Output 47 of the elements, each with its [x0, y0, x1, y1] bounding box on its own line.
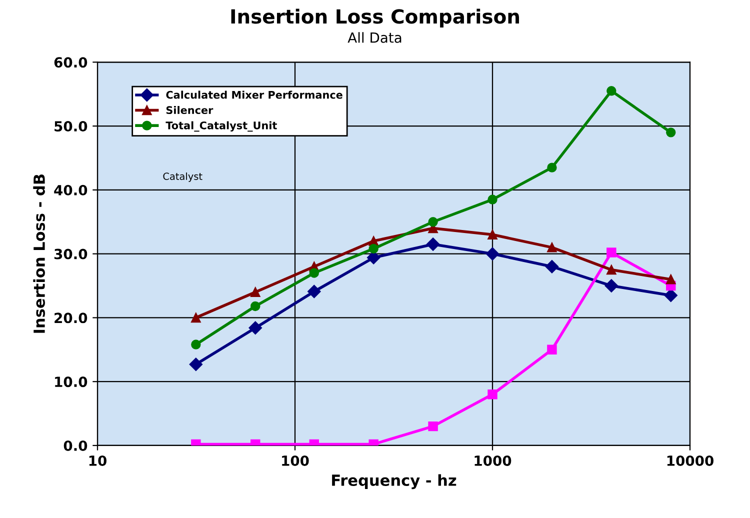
- point: [309, 268, 319, 278]
- x-tick-label: 10000: [667, 455, 714, 466]
- point: [547, 242, 557, 252]
- point: [368, 244, 378, 254]
- point: [488, 194, 498, 204]
- point: [545, 260, 559, 274]
- point: [367, 251, 380, 264]
- point: [428, 421, 438, 432]
- point: [428, 217, 438, 227]
- point: [606, 86, 616, 96]
- point: [250, 301, 260, 312]
- legend-label: Total_Catalyst_Unit: [166, 121, 277, 132]
- y-tick-label: 20.0: [54, 312, 88, 324]
- x-tick-label: 10: [89, 455, 106, 466]
- point: [666, 274, 676, 284]
- y-tick-label: 40.0: [54, 184, 88, 196]
- legend-label: Silencer: [166, 106, 214, 114]
- point: [250, 287, 260, 298]
- x-tick-label: 100: [282, 455, 309, 466]
- point: [666, 128, 676, 138]
- y-tick-label: 0.0: [64, 440, 88, 451]
- legend-label: Calculated Mixer Performance: [166, 90, 342, 99]
- x-tick-label: 1000: [474, 455, 512, 466]
- annotation: Catalyst: [163, 172, 202, 182]
- y-tick-label: 30.0: [54, 248, 88, 260]
- y-tick-label: 60.0: [54, 57, 88, 68]
- point: [486, 247, 500, 260]
- point: [191, 340, 201, 350]
- chart-title: Insertion Loss Comparison: [231, 8, 519, 28]
- point: [426, 238, 440, 251]
- point: [547, 344, 557, 355]
- point: [191, 312, 201, 323]
- y-axis-title: Insertion Loss - dB: [33, 174, 45, 333]
- x-axis-title: Frequency - hz: [332, 474, 456, 490]
- y-tick-label: 10.0: [55, 376, 88, 388]
- point: [547, 162, 557, 172]
- point: [604, 279, 618, 292]
- point: [664, 288, 678, 302]
- point: [606, 264, 616, 275]
- point: [488, 230, 498, 240]
- point: [308, 284, 321, 298]
- point: [606, 248, 616, 258]
- point: [248, 321, 262, 335]
- point: [488, 390, 498, 400]
- chart-subtitle: All Data: [348, 32, 402, 43]
- point: [189, 358, 203, 371]
- y-tick-label: 50.0: [54, 121, 88, 132]
